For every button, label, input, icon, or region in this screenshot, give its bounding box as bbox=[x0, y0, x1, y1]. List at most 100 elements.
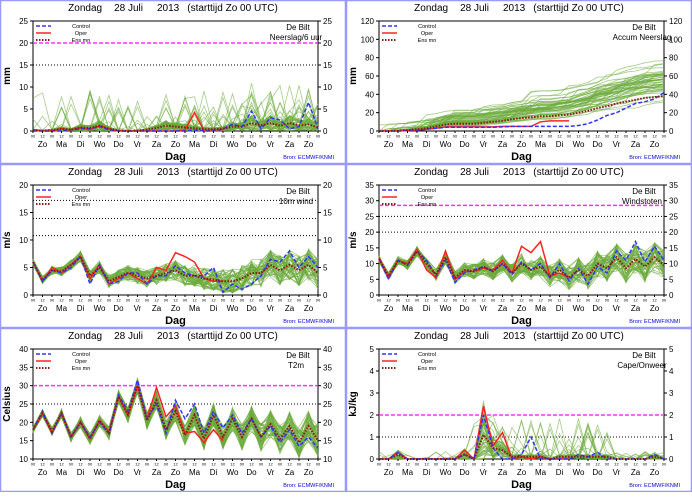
x-day-label: Di bbox=[210, 304, 218, 313]
x-day-label: Di bbox=[556, 140, 564, 149]
x-day-label: Zo bbox=[38, 140, 48, 149]
y-tick-label-right: 20 bbox=[323, 418, 332, 427]
y-tick-label-left: 25 bbox=[365, 212, 374, 221]
x-hour-label: 00 bbox=[548, 462, 553, 467]
title-part: 28 Juli bbox=[460, 167, 489, 178]
x-day-label: Do bbox=[592, 140, 603, 149]
y-tick-label-left: 10 bbox=[19, 455, 28, 464]
x-day-label: Vr bbox=[613, 468, 621, 477]
chart-panel-1: Zondag 28 Juli 2013 (starttijd Zo 00 UTC)0 0… bbox=[345, 0, 692, 165]
legend-label-oper: Oper bbox=[75, 31, 87, 37]
x-hour-label: 00 bbox=[107, 462, 112, 467]
x-hour-label: 12 bbox=[462, 462, 467, 467]
ensemble-member-line bbox=[32, 252, 319, 292]
source-label: Bron: ECMWF/KNMI bbox=[283, 483, 334, 489]
x-hour-label: 00 bbox=[491, 462, 496, 467]
x-hour-label: 12 bbox=[192, 298, 197, 303]
x-hour-label: 12 bbox=[595, 134, 600, 139]
x-day-label: Za bbox=[152, 468, 162, 477]
y-tick-label-left: 30 bbox=[365, 197, 374, 206]
y-tick-label-right: 4 bbox=[669, 367, 674, 376]
variable-label: Neerslag/6 uur bbox=[270, 33, 323, 42]
x-hour-label: 12 bbox=[135, 134, 140, 139]
x-hour-label: 00 bbox=[69, 134, 74, 139]
x-axis-label: Dag bbox=[511, 151, 532, 163]
x-hour-label: 00 bbox=[145, 462, 150, 467]
x-day-label: Zo bbox=[650, 468, 660, 477]
y-tick-label-left: 5 bbox=[24, 105, 29, 114]
x-hour-label: 00 bbox=[202, 462, 207, 467]
x-hour-label: 12 bbox=[462, 134, 467, 139]
x-hour-label: 12 bbox=[78, 462, 83, 467]
title-part: 2013 bbox=[503, 167, 526, 178]
legend-label-oper: Oper bbox=[421, 359, 433, 365]
title-part: Zondag bbox=[414, 3, 448, 14]
ens-mean-line bbox=[378, 249, 665, 280]
x-hour-label: 00 bbox=[434, 462, 439, 467]
x-axis-label: Dag bbox=[165, 479, 186, 491]
x-day-label: Di bbox=[556, 304, 564, 313]
y-tick-label-left: 20 bbox=[365, 228, 374, 237]
x-day-label: Vr bbox=[134, 304, 142, 313]
x-hour-label: 12 bbox=[59, 134, 64, 139]
chart-panel-4: Zondag 28 Juli 2013 (starttijd Zo 00 UTC) 10… bbox=[0, 327, 347, 493]
y-axis-label: kJ/kg bbox=[348, 391, 359, 417]
variable-label: 10m wind bbox=[279, 197, 313, 206]
x-hour-label: 12 bbox=[59, 298, 64, 303]
legend-label-ensmean: Ens mn bbox=[72, 38, 91, 44]
legend-label-oper: Oper bbox=[75, 359, 87, 365]
x-hour-label: 00 bbox=[316, 298, 321, 303]
x-hour-label: 12 bbox=[519, 298, 524, 303]
x-hour-label: 12 bbox=[192, 134, 197, 139]
y-tick-label-right: 40 bbox=[669, 90, 678, 99]
title-part: 2013 bbox=[503, 3, 526, 14]
location-label: De Bilt bbox=[632, 351, 656, 360]
x-day-label: Za bbox=[498, 140, 508, 149]
chart-panel-2: Zondag 28 Juli 2013 (starttijd Zo 00 UTC)0 0… bbox=[0, 163, 347, 329]
y-tick-label-left: 10 bbox=[19, 83, 28, 92]
x-hour-label: 00 bbox=[624, 134, 629, 139]
x-day-label: Wo bbox=[227, 468, 239, 477]
x-day-label: Ma bbox=[56, 304, 68, 313]
x-hour-label: 00 bbox=[586, 298, 591, 303]
x-day-label: Vr bbox=[613, 140, 621, 149]
x-day-label: Zo bbox=[304, 468, 314, 477]
y-tick-label-right: 100 bbox=[669, 35, 683, 44]
x-hour-label: 12 bbox=[481, 134, 486, 139]
x-hour-label: 12 bbox=[287, 462, 292, 467]
x-day-label: Zo bbox=[38, 468, 48, 477]
ensemble-member-line bbox=[32, 389, 319, 446]
x-hour-label: 12 bbox=[538, 462, 543, 467]
legend-label-control: Control bbox=[418, 24, 436, 30]
x-day-label: Do bbox=[246, 140, 257, 149]
x-hour-label: 00 bbox=[31, 462, 36, 467]
x-hour-label: 00 bbox=[662, 462, 667, 467]
x-hour-label: 00 bbox=[605, 462, 610, 467]
x-hour-label: 12 bbox=[249, 462, 254, 467]
title-part: 2013 bbox=[503, 331, 526, 342]
x-day-label: Do bbox=[113, 304, 124, 313]
x-hour-label: 00 bbox=[31, 298, 36, 303]
x-day-label: Za bbox=[285, 304, 295, 313]
x-hour-label: 12 bbox=[287, 134, 292, 139]
source-label: Bron: ECMWF/KNMI bbox=[283, 155, 334, 161]
x-day-label: Za bbox=[498, 304, 508, 313]
y-tick-label-right: 15 bbox=[669, 244, 678, 253]
x-hour-label: 00 bbox=[221, 298, 226, 303]
x-hour-label: 00 bbox=[259, 462, 264, 467]
x-hour-label: 00 bbox=[396, 462, 401, 467]
x-day-label: Zo bbox=[517, 140, 527, 149]
y-tick-label-right: 120 bbox=[669, 17, 683, 26]
x-hour-label: 12 bbox=[614, 134, 619, 139]
y-tick-label-right: 30 bbox=[323, 382, 332, 391]
chart-title: Zondag 28 Juli 2013 (starttijd Zo 00 UTC) bbox=[68, 331, 278, 342]
chart-panel-5: Zondag 28 Juli 2013 (starttijd Zo 00 UTC)0 0… bbox=[345, 327, 692, 493]
x-hour-label: 12 bbox=[462, 298, 467, 303]
x-hour-label: 00 bbox=[472, 298, 477, 303]
y-tick-label-right: 20 bbox=[669, 228, 678, 237]
y-tick-label-right: 25 bbox=[669, 212, 678, 221]
variable-label: Cape/Onweer bbox=[617, 361, 667, 370]
y-tick-label-right: 10 bbox=[669, 260, 678, 269]
x-hour-label: 12 bbox=[652, 462, 657, 467]
y-tick-label-left: 40 bbox=[19, 345, 28, 354]
